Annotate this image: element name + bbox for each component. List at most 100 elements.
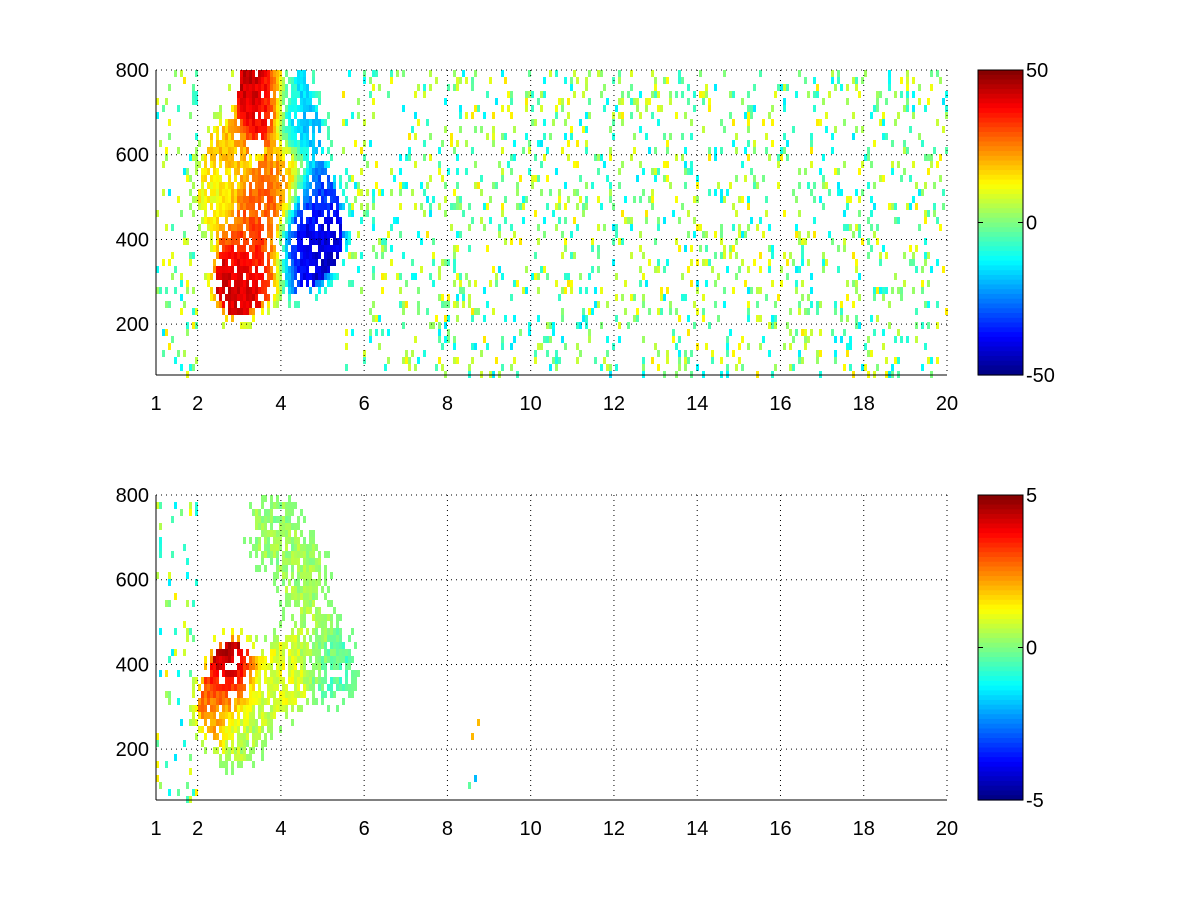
heatmap-cell [696,343,699,350]
heatmap-cell [306,161,309,168]
heatmap-cell [363,350,366,357]
heatmap-cell [255,544,258,551]
heatmap-cell [486,301,489,308]
heatmap-cell [585,182,588,189]
heatmap-cell [282,579,285,586]
heatmap-cell [255,635,258,642]
heatmap-cell [285,168,288,175]
heatmap-cell [315,196,318,203]
heatmap-cell [915,182,918,189]
heatmap-cell [201,698,204,705]
heatmap-cell [897,161,900,168]
heatmap-cell [276,126,279,133]
heatmap-cell [276,266,279,273]
heatmap-cell [276,259,279,266]
heatmap-cell [792,126,795,133]
heatmap-cell [321,161,324,168]
heatmap-cell [243,175,246,182]
heatmap-cell [315,621,318,628]
heatmap-cell [297,119,300,126]
heatmap-cell [780,154,783,161]
heatmap-cell [294,84,297,91]
heatmap-cell [291,691,294,698]
heatmap-cell [339,175,342,182]
heatmap-cell [258,712,261,719]
colorbar-band [978,79,1023,85]
heatmap-cell [246,133,249,140]
heatmap-cell [558,357,561,364]
heatmap-cell [714,252,717,259]
heatmap-cell [228,733,231,740]
heatmap-cell [576,322,579,329]
heatmap-cell [285,280,288,287]
heatmap-cell [804,329,807,336]
heatmap-cell [894,273,897,280]
heatmap-cell [252,747,255,754]
heatmap-cell [258,224,261,231]
heatmap-cell [240,175,243,182]
heatmap-cell [294,530,297,537]
heatmap-cell [207,196,210,203]
heatmap-cell [852,112,855,119]
heatmap-cell [615,273,618,280]
heatmap-cell [573,189,576,196]
heatmap-cell [315,593,318,600]
heatmap-cell [306,168,309,175]
heatmap-cell [510,98,513,105]
heatmap-cell [309,635,312,642]
heatmap-cell [225,168,228,175]
heatmap-cell [192,684,195,691]
heatmap-cell [243,705,246,712]
heatmap-cell [396,273,399,280]
heatmap-cell [243,154,246,161]
colorbar-band [978,623,1023,630]
heatmap-cell [306,224,309,231]
heatmap-cell [219,182,222,189]
heatmap-cell [321,642,324,649]
heatmap-cell [561,98,564,105]
heatmap-cell [780,266,783,273]
heatmap-cell [630,294,633,301]
heatmap-cell [276,175,279,182]
heatmap-cell [927,301,930,308]
heatmap-cell [642,252,645,259]
heatmap-cell [858,231,861,238]
heatmap-cell [243,112,246,119]
heatmap-cell [249,684,252,691]
heatmap-cell [906,105,909,112]
heatmap-cell [207,273,210,280]
heatmap-cell [213,224,216,231]
heatmap-cell [888,322,891,329]
heatmap-cell [834,308,837,315]
heatmap-cell [762,119,765,126]
heatmap-cell [258,168,261,175]
colorbar-band [978,547,1023,553]
heatmap-cell [252,224,255,231]
heatmap-cell [621,112,624,119]
heatmap-cell [237,308,240,315]
heatmap-cell [258,252,261,259]
heatmap-cell [303,112,306,119]
heatmap-cell [831,133,834,140]
heatmap-cell [297,649,300,656]
heatmap-cell [195,677,198,684]
heatmap-cell [543,266,546,273]
heatmap-cell [276,684,279,691]
heatmap-cell [636,98,639,105]
heatmap-cell [675,343,678,350]
heatmap-cell [252,726,255,733]
heatmap-cell [306,628,309,635]
heatmap-cell [261,691,264,698]
heatmap-cell [312,698,315,705]
heatmap-cell [894,336,897,343]
heatmap-cell [531,182,534,189]
heatmap-cell [882,245,885,252]
heatmap-cell [171,273,174,280]
heatmap-cell [531,91,534,98]
heatmap-cell [237,112,240,119]
heatmap-cell [210,663,213,670]
heatmap-cell [267,308,270,315]
heatmap-cell [252,663,255,670]
heatmap-cell [261,154,264,161]
colorbar-band [978,795,1023,801]
